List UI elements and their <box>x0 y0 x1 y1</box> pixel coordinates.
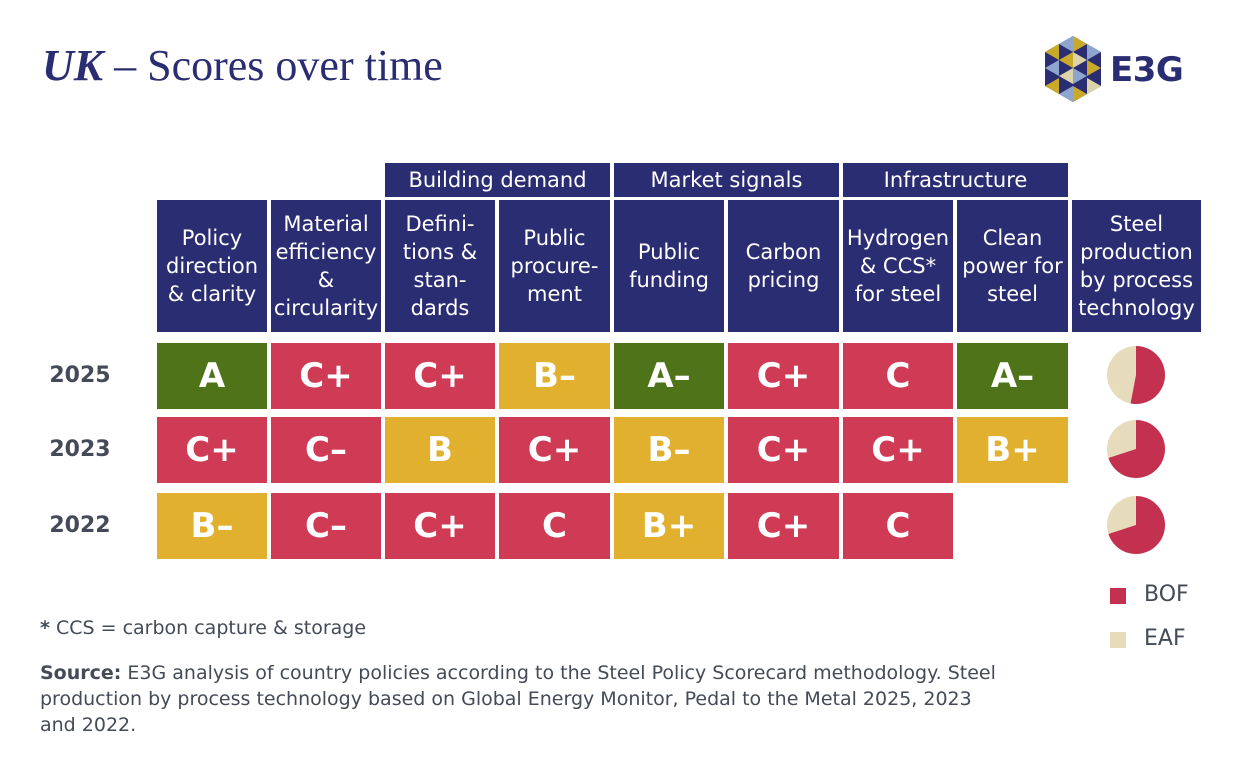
column-header-1: Material efficiency & circularity <box>271 200 381 332</box>
year-label-2025: 2025 <box>49 363 111 388</box>
page-title: UK – Scores over time <box>42 38 443 94</box>
score-cell: A <box>157 343 267 409</box>
score-cell: C+ <box>385 343 495 409</box>
score-cell: B+ <box>957 417 1068 483</box>
pie-2025 <box>1107 346 1165 404</box>
score-cell: C– <box>271 493 381 559</box>
score-cell: B+ <box>614 493 724 559</box>
score-cell: C <box>843 343 953 409</box>
legend-label-bof: BOF <box>1144 582 1189 607</box>
score-cell: C+ <box>385 493 495 559</box>
column-header-5: Carbon pricing <box>728 200 839 332</box>
source-note: Source: E3G analysis of country policies… <box>40 660 1000 738</box>
pie-2022 <box>1107 496 1165 554</box>
score-cell: B– <box>499 343 610 409</box>
footnote: * CCS = carbon capture & storage <box>40 615 366 641</box>
score-cell: C+ <box>728 343 839 409</box>
score-cell: C+ <box>728 493 839 559</box>
score-cell: C+ <box>843 417 953 483</box>
score-cell: A– <box>957 343 1068 409</box>
pie-slice-bof <box>1130 346 1165 404</box>
year-label-2023: 2023 <box>49 437 111 462</box>
legend-swatch-eaf <box>1110 632 1126 648</box>
footnote-text: CCS = carbon capture & storage <box>49 617 367 639</box>
score-cell: B– <box>614 417 724 483</box>
legend-label-eaf: EAF <box>1144 626 1186 651</box>
column-header-6: Hydrogen & CCS* for steel <box>843 200 953 332</box>
column-header-4: Public funding <box>614 200 724 332</box>
score-cell: C+ <box>499 417 610 483</box>
title-country: UK <box>42 41 104 90</box>
group-header-0: Building demand <box>385 163 610 197</box>
score-cell: C– <box>271 417 381 483</box>
footnote-marker: * <box>40 617 50 639</box>
group-header-1: Market signals <box>614 163 839 197</box>
score-cell: B <box>385 417 495 483</box>
column-header-2: Defini- tions & stan- dards <box>385 200 495 332</box>
legend-swatch-bof <box>1110 588 1126 604</box>
pie-slice-bof <box>1108 496 1165 554</box>
year-label-2022: 2022 <box>49 513 111 538</box>
score-cell: C <box>499 493 610 559</box>
column-header-7: Clean power for steel <box>957 200 1068 332</box>
score-cell: C+ <box>157 417 267 483</box>
score-cell: A– <box>614 343 724 409</box>
logo-hexagon-icon <box>1045 36 1101 102</box>
source-label: Source: <box>40 662 122 684</box>
source-text: E3G analysis of country policies accordi… <box>40 662 996 736</box>
column-header-8: Steel production by process technology <box>1072 200 1201 332</box>
score-cell: C+ <box>271 343 381 409</box>
pie-2023 <box>1107 420 1165 478</box>
steel-production-pies <box>1107 346 1165 554</box>
column-header-0: Policy direction & clarity <box>157 200 267 332</box>
score-cell: C+ <box>728 417 839 483</box>
score-cell: C <box>843 493 953 559</box>
score-cell: B– <box>157 493 267 559</box>
title-rest: – Scores over time <box>103 41 443 90</box>
logo-text: E3G <box>1110 50 1184 90</box>
group-header-2: Infrastructure <box>843 163 1068 197</box>
column-header-3: Public procure- ment <box>499 200 610 332</box>
pie-slice-bof <box>1108 420 1165 478</box>
e3g-logo <box>1045 36 1101 102</box>
